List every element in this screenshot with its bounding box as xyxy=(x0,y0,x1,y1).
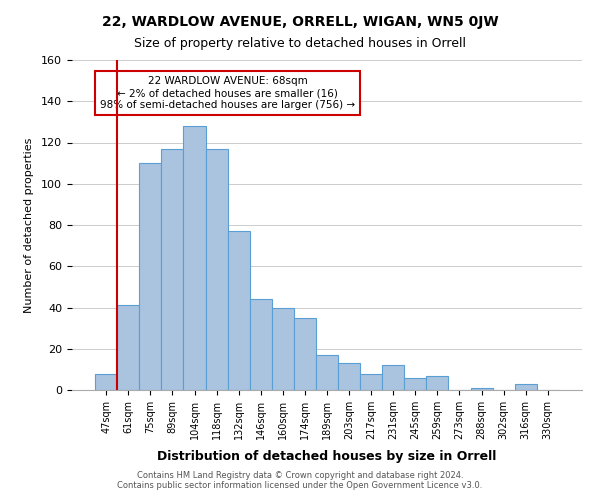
Bar xyxy=(470,388,493,390)
Bar xyxy=(95,374,117,390)
Bar xyxy=(206,148,227,390)
Bar xyxy=(272,308,294,390)
Bar xyxy=(360,374,382,390)
Bar xyxy=(250,299,272,390)
Bar xyxy=(338,363,360,390)
Text: 22 WARDLOW AVENUE: 68sqm
← 2% of detached houses are smaller (16)
98% of semi-de: 22 WARDLOW AVENUE: 68sqm ← 2% of detache… xyxy=(100,76,355,110)
Bar xyxy=(184,126,206,390)
Bar xyxy=(404,378,427,390)
Bar xyxy=(139,163,161,390)
Bar xyxy=(515,384,537,390)
Text: 22, WARDLOW AVENUE, ORRELL, WIGAN, WN5 0JW: 22, WARDLOW AVENUE, ORRELL, WIGAN, WN5 0… xyxy=(101,15,499,29)
X-axis label: Distribution of detached houses by size in Orrell: Distribution of detached houses by size … xyxy=(157,450,497,463)
Text: Contains HM Land Registry data © Crown copyright and database right 2024.
Contai: Contains HM Land Registry data © Crown c… xyxy=(118,470,482,490)
Bar xyxy=(427,376,448,390)
Bar xyxy=(117,306,139,390)
Y-axis label: Number of detached properties: Number of detached properties xyxy=(24,138,34,312)
Bar xyxy=(227,231,250,390)
Bar xyxy=(382,365,404,390)
Bar xyxy=(161,148,184,390)
Bar xyxy=(294,318,316,390)
Text: Size of property relative to detached houses in Orrell: Size of property relative to detached ho… xyxy=(134,38,466,51)
Bar xyxy=(316,355,338,390)
